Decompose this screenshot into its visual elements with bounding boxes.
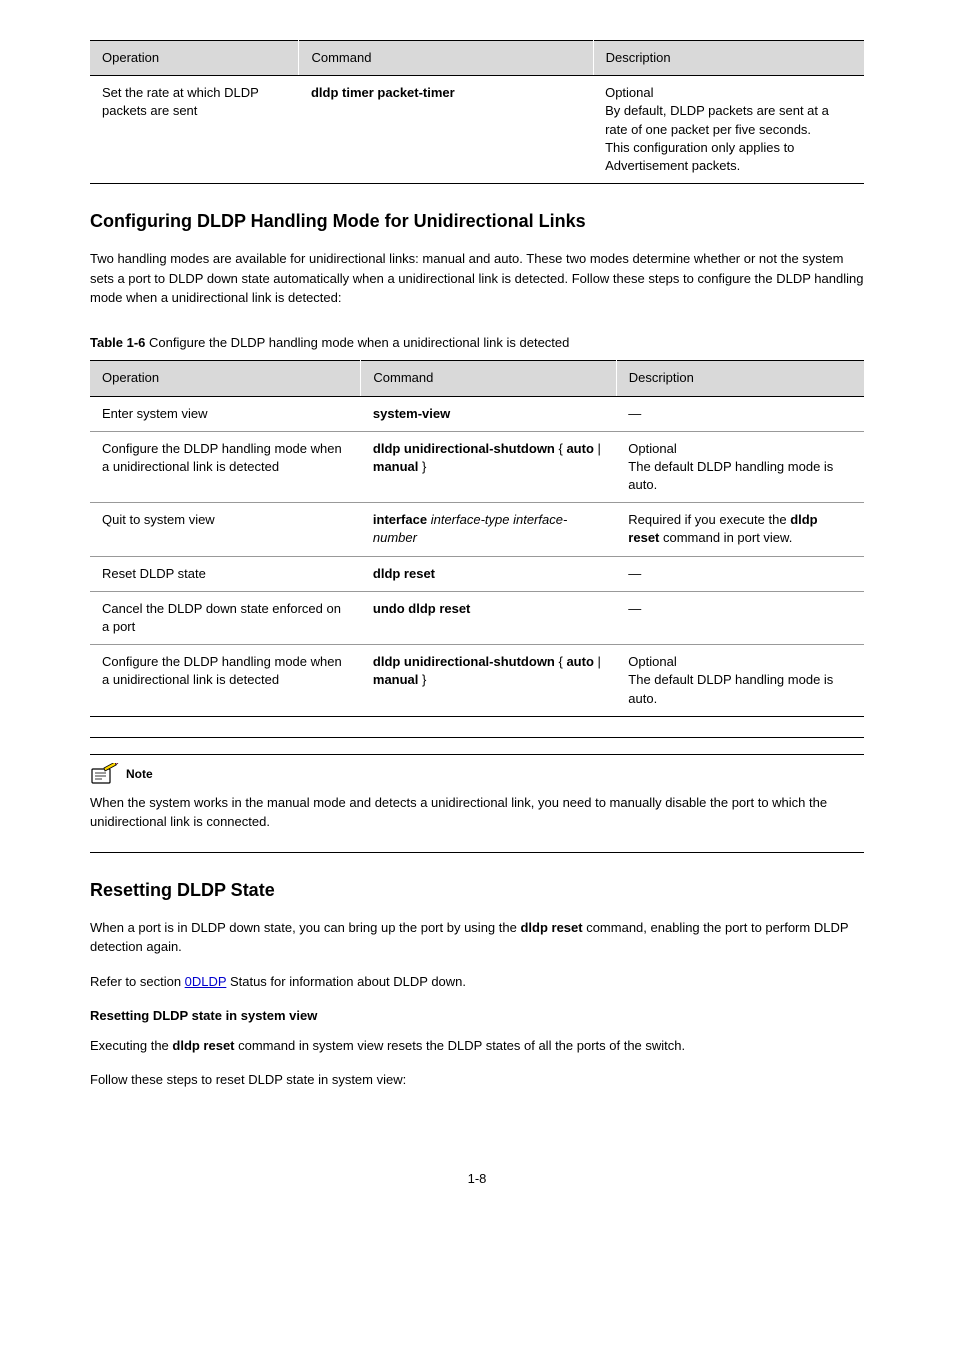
table2-r1-c0: Configure the DLDP handling mode when a … [90,431,361,503]
table2-r3-c1: dldp reset [361,556,616,591]
table-2: Operation Command Description Enter syst… [90,360,864,716]
table-row: Configure the DLDP handling mode when a … [90,645,864,717]
table2-r3-c2: — [616,556,864,591]
section2-paragraph2: Refer to section 0DLDP Status for inform… [90,972,864,992]
section1-paragraph: Two handling modes are available for uni… [90,249,864,308]
table-row: Cancel the DLDP down state enforced on a… [90,591,864,644]
table-row: Reset DLDP state dldp reset — [90,556,864,591]
note-icon [90,763,120,787]
table2-r5-c1: dldp unidirectional-shutdown { auto | ma… [361,645,616,717]
table2-r4-c1: undo dldp reset [361,591,616,644]
table2-r1-c1: dldp unidirectional-shutdown { auto | ma… [361,431,616,503]
table-1: Operation Command Description Set the ra… [90,40,864,184]
table1-cell-command: dldp timer packet-timer [299,76,593,184]
table1-header-description: Description [593,41,864,76]
table2-r2-c0: Quit to system view [90,503,361,556]
table1-cell-description: Optional By default, DLDP packets are se… [593,76,864,184]
note-box: Note When the system works in the manual… [90,737,864,853]
dldp-link[interactable]: 0DLDP [185,974,227,989]
table1-header-operation: Operation [90,41,299,76]
table-row: Set the rate at which DLDP packets are s… [90,76,864,184]
section2-paragraph1: When a port is in DLDP down state, you c… [90,918,864,957]
table2-r0-c0: Enter system view [90,396,361,431]
table2-r0-c1: system-view [361,396,616,431]
table2-r4-c2: — [616,591,864,644]
table-row: Configure the DLDP handling mode when a … [90,431,864,503]
table2-header-command: Command [361,361,616,396]
note-header: Note [90,754,864,787]
table2-r0-c2: — [616,396,864,431]
section2-subheading: Resetting DLDP state in system view [90,1007,864,1025]
table2-header-operation: Operation [90,361,361,396]
table1-header-command: Command [299,41,593,76]
table2-r5-c2: Optional The default DLDP handling mode … [616,645,864,717]
note-label: Note [126,766,153,783]
section2-paragraph4: Follow these steps to reset DLDP state i… [90,1070,864,1090]
table2-r2-c1: interface interface-type interface-numbe… [361,503,616,556]
table2-r1-c2: Optional The default DLDP handling mode … [616,431,864,503]
table2-r2-c2: Required if you execute the dldp reset c… [616,503,864,556]
table2-r3-c0: Reset DLDP state [90,556,361,591]
table-row: Enter system view system-view — [90,396,864,431]
table2-r5-c0: Configure the DLDP handling mode when a … [90,645,361,717]
table2-r4-c0: Cancel the DLDP down state enforced on a… [90,591,361,644]
table2-header-description: Description [616,361,864,396]
table2-label: Table 1-6 Configure the DLDP handling mo… [90,333,864,353]
section2-paragraph3: Executing the dldp reset command in syst… [90,1036,864,1056]
table1-cell-operation: Set the rate at which DLDP packets are s… [90,76,299,184]
section2-heading: Resetting DLDP State [90,878,864,903]
note-text: When the system works in the manual mode… [90,793,864,832]
table-row: Quit to system view interface interface-… [90,503,864,556]
section1-heading: Configuring DLDP Handling Mode for Unidi… [90,209,864,234]
page-number: 1-8 [90,1170,864,1188]
